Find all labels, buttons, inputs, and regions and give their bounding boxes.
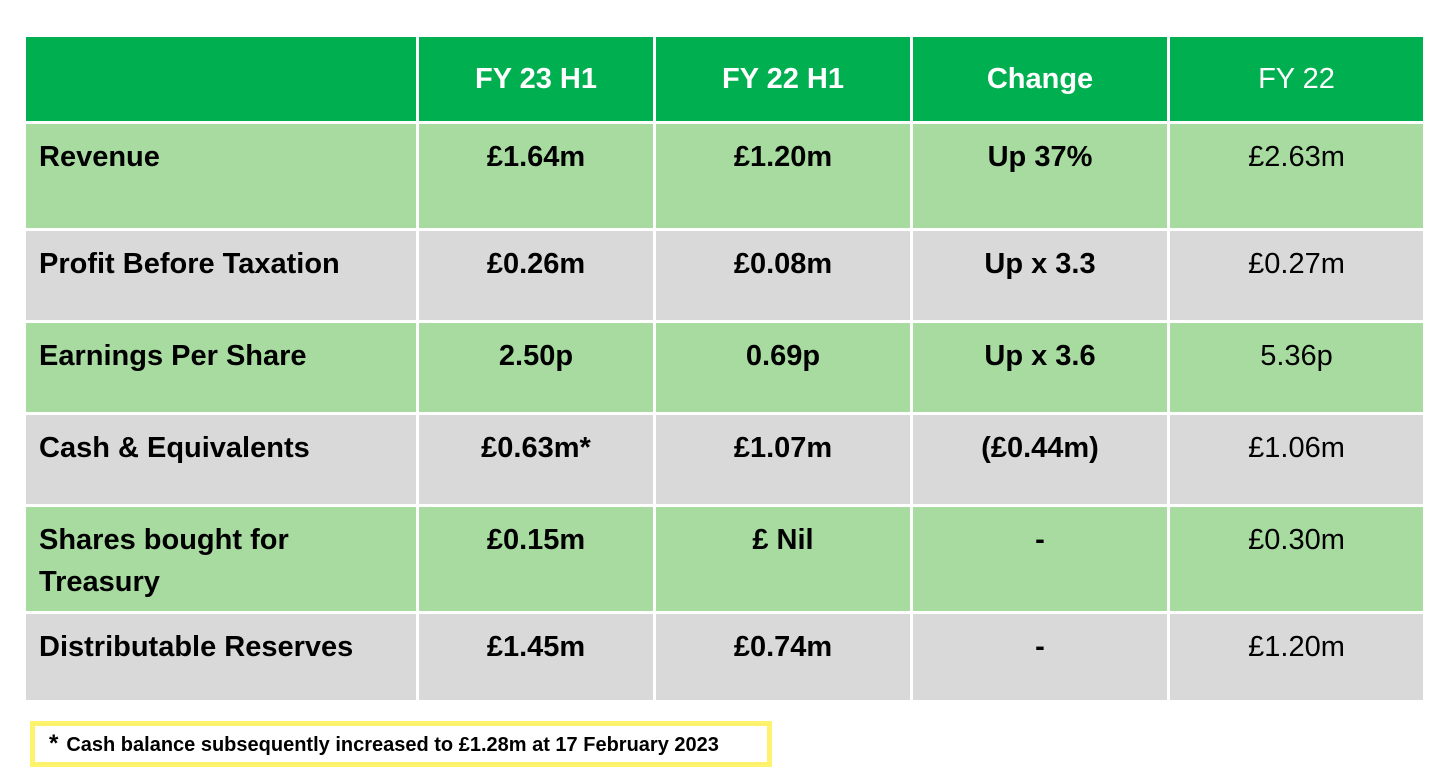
cell-change: Up 37%	[910, 121, 1170, 231]
cell-change: Up x 3.3	[910, 228, 1170, 323]
header-change: Change	[910, 34, 1170, 124]
header-fy23-h1: FY 23 H1	[416, 34, 656, 124]
header-blank	[23, 34, 419, 124]
table-row: Distributable Reserves £1.45m £0.74m - £…	[23, 611, 1426, 703]
cell-fy22: £0.30m	[1167, 504, 1426, 614]
cell-fy23-h1: £0.26m	[416, 228, 656, 323]
row-label: Revenue	[23, 121, 419, 231]
row-label: Earnings Per Share	[23, 320, 419, 415]
row-label: Distributable Reserves	[23, 611, 419, 703]
header-fy22-h1: FY 22 H1	[653, 34, 913, 124]
footnote-marker: *	[49, 730, 59, 757]
cell-fy22: £1.20m	[1167, 611, 1426, 703]
footnote-box: * Cash balance subsequently increased to …	[30, 721, 772, 767]
header-row: FY 23 H1 FY 22 H1 Change FY 22	[23, 34, 1426, 124]
financial-summary-table: FY 23 H1 FY 22 H1 Change FY 22 Revenue £…	[23, 34, 1426, 703]
row-label: Profit Before Taxation	[23, 228, 419, 323]
cell-fy22: £2.63m	[1167, 121, 1426, 231]
cell-fy22: 5.36p	[1167, 320, 1426, 415]
cell-change: -	[910, 504, 1170, 614]
row-label: Cash & Equivalents	[23, 412, 419, 507]
row-label: Shares bought for Treasury	[23, 504, 419, 614]
table-row: Revenue £1.64m £1.20m Up 37% £2.63m	[23, 121, 1426, 231]
footnote-text: Cash balance subsequently increased to £…	[66, 734, 719, 756]
cell-fy22-h1: £1.07m	[653, 412, 913, 507]
cell-change: -	[910, 611, 1170, 703]
cell-change: (£0.44m)	[910, 412, 1170, 507]
cell-fy22: £0.27m	[1167, 228, 1426, 323]
table-row: Profit Before Taxation £0.26m £0.08m Up …	[23, 228, 1426, 323]
table-row: Cash & Equivalents £0.63m* £1.07m (£0.44…	[23, 412, 1426, 507]
cell-fy22: £1.06m	[1167, 412, 1426, 507]
cell-fy23-h1: £1.45m	[416, 611, 656, 703]
cell-fy23-h1: £1.64m	[416, 121, 656, 231]
cell-fy23-h1: 2.50p	[416, 320, 656, 415]
table-row: Shares bought for Treasury £0.15m £ Nil …	[23, 504, 1426, 614]
cell-fy22-h1: £0.74m	[653, 611, 913, 703]
cell-fy22-h1: £ Nil	[653, 504, 913, 614]
header-fy22: FY 22	[1167, 34, 1426, 124]
cell-fy23-h1: £0.15m	[416, 504, 656, 614]
cell-fy22-h1: £1.20m	[653, 121, 913, 231]
cell-change: Up x 3.6	[910, 320, 1170, 415]
cell-fy22-h1: £0.08m	[653, 228, 913, 323]
cell-fy23-h1: £0.63m*	[416, 412, 656, 507]
table-row: Earnings Per Share 2.50p 0.69p Up x 3.6 …	[23, 320, 1426, 415]
cell-fy22-h1: 0.69p	[653, 320, 913, 415]
